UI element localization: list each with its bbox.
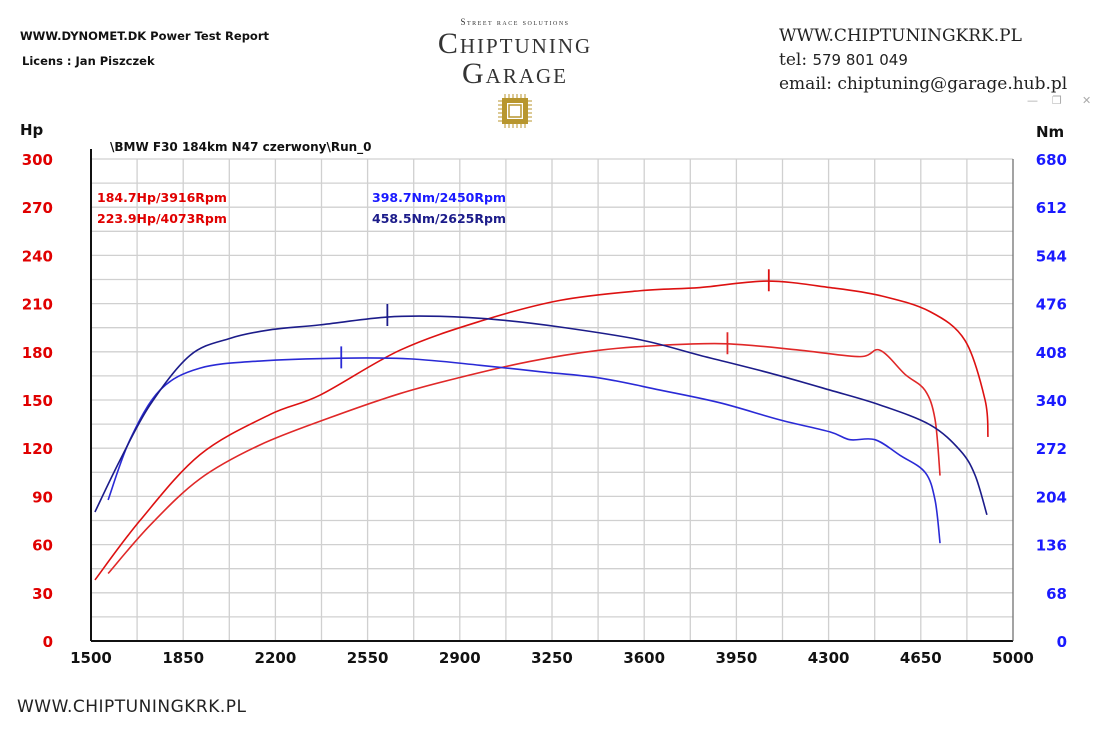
right-y-tick-label: 476 [1036, 296, 1067, 314]
right-y-tick-label: 408 [1036, 344, 1067, 362]
x-tick-label: 2900 [439, 649, 481, 667]
restore-button[interactable]: ❐ [1052, 94, 1062, 107]
x-tick-label: 2200 [255, 649, 297, 667]
license-text: Licens : Jan Piszczek [22, 54, 155, 68]
series-line-torque-tuned [94, 315, 988, 516]
chip-icon [498, 94, 532, 128]
right-axis-title: Nm [1036, 123, 1065, 141]
right-y-tick-label: 680 [1036, 151, 1067, 169]
peak-annotation: 184.7Hp/3916Rpm [97, 190, 227, 205]
close-button[interactable]: ✕ [1082, 94, 1092, 107]
x-tick-label: 3250 [531, 649, 573, 667]
x-tick-label: 3600 [623, 649, 665, 667]
left-y-tick-label: 210 [22, 296, 53, 314]
contact-website: WWW.CHIPTUNINGKRK.PL [779, 26, 1022, 46]
right-y-tick-label: 204 [1036, 488, 1067, 506]
series-line-power-stock [107, 342, 941, 575]
x-tick-label: 1500 [70, 649, 112, 667]
right-y-tick-label: 136 [1036, 537, 1067, 555]
logo: Street race solutions Chiptuning Garage [400, 17, 630, 133]
x-tick-label: 5000 [992, 649, 1034, 667]
left-y-tick-label: 90 [32, 488, 53, 506]
tel-number: 579 801 049 [812, 51, 908, 69]
left-y-tick-label: 270 [22, 199, 53, 217]
logo-tagline: Street race solutions [460, 17, 570, 27]
series-line-power-tuned [94, 280, 989, 581]
x-tick-label: 3950 [716, 649, 758, 667]
minimize-button[interactable]: — [1027, 94, 1038, 107]
logo-line2: Garage [462, 57, 568, 90]
left-y-tick-label: 180 [22, 344, 53, 362]
left-y-tick-label: 60 [32, 537, 53, 555]
peak-annotation: 458.5Nm/2625Rpm [372, 211, 506, 226]
x-tick-label: 2550 [347, 649, 389, 667]
peak-annotation: 398.7Nm/2450Rpm [372, 190, 506, 205]
peak-annotation: 223.9Hp/4073Rpm [97, 211, 227, 226]
footer-website: WWW.CHIPTUNINGKRK.PL [17, 697, 247, 717]
x-tick-label: 4300 [808, 649, 850, 667]
left-y-tick-label: 120 [22, 440, 53, 458]
x-tick-label: 1850 [162, 649, 204, 667]
contact-block: WWW.CHIPTUNINGKRK.PL tel: 579 801 049 em… [779, 24, 1067, 96]
left-y-tick-label: 150 [22, 392, 53, 410]
right-y-tick-label: 544 [1036, 247, 1067, 265]
x-tick-label: 4650 [900, 649, 942, 667]
left-y-tick-label: 30 [32, 585, 53, 603]
left-y-tick-label: 0 [43, 633, 53, 651]
left-y-tick-label: 300 [22, 151, 53, 169]
logo-line1: Chiptuning [437, 27, 593, 60]
right-y-tick-label: 340 [1036, 392, 1067, 410]
chart-title: \BMW F30 184km N47 czerwony\Run_0 [110, 140, 372, 154]
tel-label: tel: [779, 50, 813, 70]
report-title: WWW.DYNOMET.DK Power Test Report [20, 29, 269, 43]
contact-email: email: chiptuning@garage.hub.pl [779, 74, 1068, 94]
series-line-torque-stock [107, 357, 941, 544]
right-y-tick-label: 612 [1036, 199, 1067, 217]
left-y-tick-label: 240 [22, 247, 53, 265]
right-y-tick-label: 68 [1046, 585, 1067, 603]
right-y-tick-label: 272 [1036, 440, 1067, 458]
left-axis-title: Hp [20, 121, 44, 139]
right-y-tick-label: 0 [1057, 633, 1067, 651]
